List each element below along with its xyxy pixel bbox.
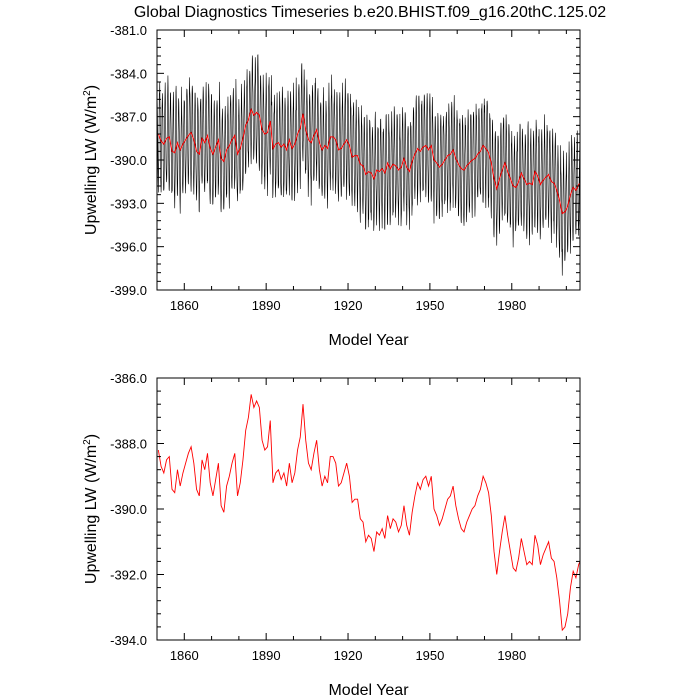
x-axis-label: Model Year	[328, 682, 409, 699]
plot-area	[157, 394, 580, 632]
series-annual	[157, 107, 580, 215]
y-tick-label: -381.0	[110, 23, 147, 38]
plot-area	[157, 54, 580, 276]
x-tick-label: 1950	[415, 298, 444, 313]
chart-bottom: 1860 1890 1920 1950 1980 -386.0 -388.0 -390.0 -3…	[82, 371, 581, 699]
y-tick-label: -388.0	[110, 437, 147, 452]
y-axis-label: Upwelling LW (W/m2)	[82, 434, 100, 584]
y-tick-label: -399.0	[110, 283, 147, 298]
y-tick-label: -387.0	[110, 110, 147, 125]
y-tick-label: -393.0	[110, 196, 147, 211]
chart-title: Global Diagnostics Timeseries b.e20.BHIS…	[134, 4, 606, 21]
series-monthly	[157, 54, 580, 276]
x-tick-label: 1920	[334, 648, 363, 663]
y-tick-label: -386.0	[110, 371, 147, 386]
plot-frame	[156, 377, 581, 641]
chart-top: 1860 1890 1920 1950 1980 -381.0 -384.0 -387.0 -3…	[82, 23, 581, 349]
y-tick-label: -384.0	[110, 66, 147, 81]
x-tick-label: 1890	[252, 648, 281, 663]
x-tick-label: 1980	[497, 298, 526, 313]
x-tick-label: 1890	[252, 298, 281, 313]
y-tick-label: -390.0	[110, 153, 147, 168]
y-tick-label: -394.0	[110, 633, 147, 648]
series-annual	[157, 394, 580, 632]
x-tick-label: 1860	[170, 648, 199, 663]
x-tick-label: 1980	[497, 648, 526, 663]
y-tick-label: -390.0	[110, 502, 147, 517]
y-tick-label: -396.0	[110, 240, 147, 255]
x-tick-label: 1950	[415, 648, 444, 663]
y-tick-label: -392.0	[110, 568, 147, 583]
y-axis-label: Upwelling LW (W/m2)	[82, 85, 100, 235]
x-axis-label: Model Year	[328, 332, 409, 349]
x-tick-label: 1920	[334, 298, 363, 313]
x-tick-label: 1860	[170, 298, 199, 313]
